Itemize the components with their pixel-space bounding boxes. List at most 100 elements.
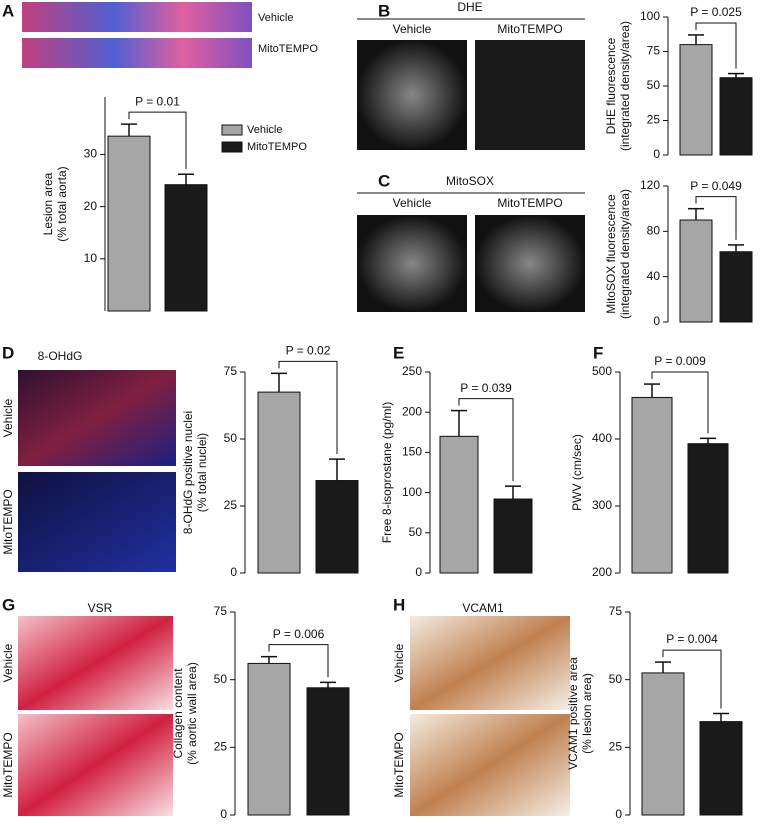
y-tick-label: 50 — [647, 78, 661, 92]
y-axis-label: (% lesion area) — [580, 673, 594, 754]
y-tick-label: 25 — [224, 498, 238, 512]
image-label: Vehicle — [393, 22, 432, 36]
y-tick-label: 100 — [402, 485, 422, 499]
image-label: Vehicle — [258, 12, 293, 24]
image-label: MitoTEMPO — [392, 732, 406, 797]
bar — [493, 498, 533, 574]
y-tick-label: 10 — [84, 251, 98, 265]
y-axis-label: Collagen content — [171, 668, 185, 759]
y-tick-label: 100 — [640, 9, 660, 23]
y-tick-label: 25 — [214, 740, 228, 754]
y-axis-label: (% total aorta) — [55, 166, 69, 241]
y-tick-label: 0 — [653, 147, 660, 161]
photo — [357, 40, 467, 150]
legend-swatch — [221, 141, 243, 153]
y-tick-label: 0 — [230, 565, 237, 579]
y-axis-label: MitoSOX fluorescence — [604, 194, 618, 314]
image-label: Vehicle — [392, 643, 406, 682]
photo — [475, 215, 585, 312]
photo — [22, 38, 252, 68]
image-label: MitoTEMPO — [258, 43, 318, 55]
panel-letter: G — [2, 595, 15, 614]
y-axis-label: (% aortic wall area) — [185, 662, 199, 765]
bar — [687, 443, 729, 574]
photo — [18, 714, 173, 816]
significance-bracket — [458, 398, 514, 482]
image-title: DHE — [457, 0, 482, 14]
panel-letter: H — [393, 595, 405, 614]
panel-letter: C — [378, 171, 390, 190]
y-axis-label: PWV (cm/sec) — [570, 434, 584, 511]
legend-label: MitoTEMPO — [247, 141, 307, 153]
y-tick-label: 200 — [592, 565, 612, 579]
y-axis-label: (integrated density/area) — [618, 21, 632, 151]
image-title: VSR — [88, 601, 113, 615]
bar — [315, 480, 359, 574]
image-label: Vehicle — [1, 643, 15, 682]
image-label: MitoTEMPO — [1, 732, 15, 797]
bar — [306, 687, 350, 816]
photo — [18, 370, 176, 466]
image-label: Vehicle — [1, 398, 15, 437]
legend-label: Vehicle — [247, 124, 282, 136]
image-label: MitoTEMPO — [1, 489, 15, 554]
y-tick-label: 25 — [609, 740, 623, 754]
y-axis-label: DHE fluorescence — [604, 37, 618, 134]
y-tick-label: 75 — [224, 364, 238, 378]
significance-bracket — [651, 371, 709, 434]
y-tick-label: 250 — [402, 364, 422, 378]
panel-letter: B — [378, 1, 390, 20]
bar — [247, 662, 291, 816]
y-tick-label: 75 — [647, 44, 661, 58]
panel-letter: E — [393, 343, 404, 362]
photo — [410, 616, 570, 710]
y-axis-label: Lesion area — [41, 172, 55, 235]
y-tick-label: 150 — [402, 445, 422, 459]
y-axis-label: (integrated density/area) — [618, 189, 632, 319]
photo — [357, 215, 467, 312]
significance-bracket — [268, 644, 329, 678]
image-title: VCAM1 — [462, 601, 504, 615]
y-tick-label: 50 — [224, 431, 238, 445]
y-tick-label: 75 — [609, 604, 623, 618]
bar — [641, 672, 685, 816]
legend-swatch — [221, 124, 243, 136]
y-tick-label: 300 — [592, 498, 612, 512]
y-tick-label: 50 — [214, 672, 228, 686]
image-label: Vehicle — [393, 196, 432, 210]
photo — [410, 714, 570, 816]
y-tick-label: 25 — [647, 113, 661, 127]
photo — [22, 2, 252, 32]
p-value: P = 0.006 — [273, 627, 325, 641]
significance-bracket — [128, 111, 187, 170]
bar — [439, 435, 479, 574]
bar — [164, 184, 208, 312]
significance-bracket — [695, 196, 737, 240]
bar — [679, 44, 713, 156]
y-tick-label: 200 — [402, 404, 422, 418]
p-value: P = 0.049 — [690, 179, 742, 193]
photo — [475, 40, 585, 150]
y-tick-label: 120 — [640, 178, 660, 192]
y-tick-label: 50 — [609, 672, 623, 686]
bar — [679, 219, 713, 323]
y-tick-label: 500 — [592, 364, 612, 378]
bar — [719, 251, 753, 323]
y-tick-label: 400 — [592, 431, 612, 445]
y-tick-label: 0 — [220, 807, 227, 821]
bar — [257, 391, 301, 574]
image-label: MitoTEMPO — [497, 196, 562, 210]
y-axis-label: Free 8-isoprostane (pg/ml) — [380, 402, 394, 543]
significance-bracket — [662, 649, 722, 709]
panel-letter: F — [593, 343, 603, 362]
photo — [18, 472, 176, 572]
image-label: MitoTEMPO — [497, 22, 562, 36]
y-tick-label: 20 — [84, 199, 98, 213]
image-panels: Vehicle MitoTEMPO DHE Vehicle MitoTEMPO … — [1, 0, 585, 816]
bar — [699, 721, 743, 816]
image-title: 8-OHdG — [38, 349, 83, 363]
y-axis-label: (% total nuclei) — [195, 433, 209, 512]
y-tick-label: 30 — [84, 147, 98, 161]
y-tick-label: 80 — [647, 224, 661, 238]
